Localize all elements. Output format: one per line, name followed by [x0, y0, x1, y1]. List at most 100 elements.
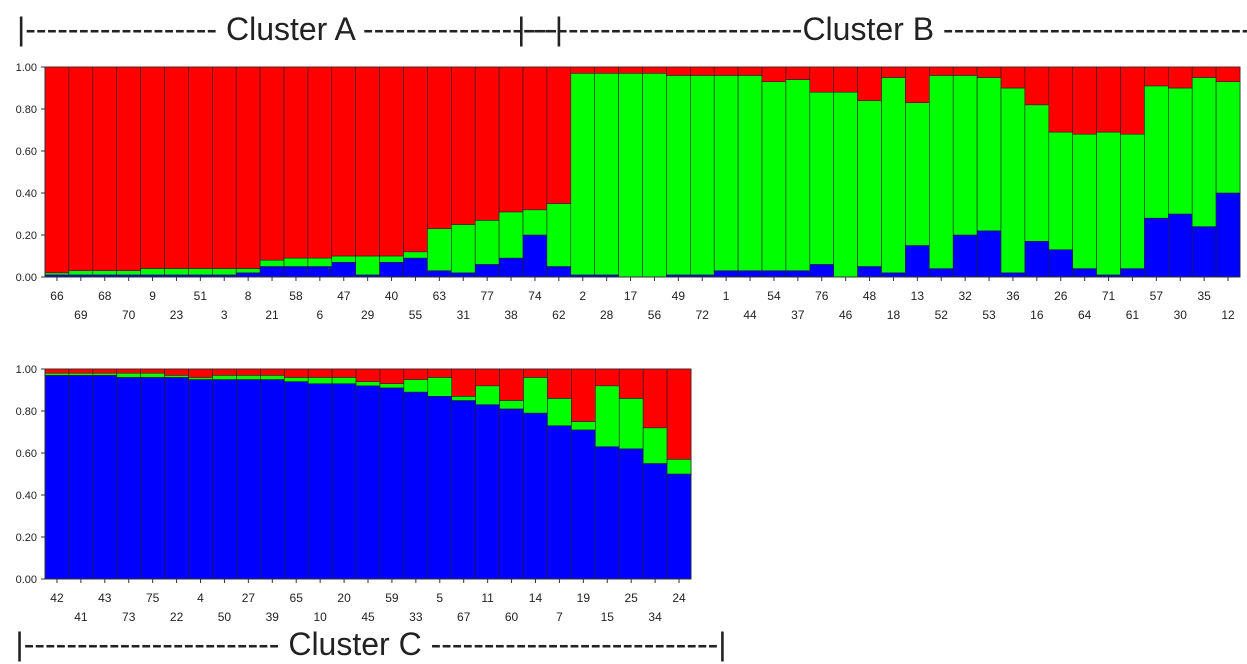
bar-bottom-24-k1 [666, 473, 692, 580]
x-tick-label: 41 [74, 610, 88, 624]
x-tick-label: 33 [409, 610, 423, 624]
bar-bottom-42-k1 [44, 374, 70, 580]
bar-top-2-k3 [570, 66, 595, 74]
bar-top-63-k1 [427, 270, 452, 278]
bar-top-44-k2 [737, 75, 763, 272]
bar-bottom-7-k2 [547, 398, 572, 426]
x-tick-label: 29 [361, 308, 375, 322]
x-tick-label: 17 [624, 289, 638, 303]
bar-bottom-11-k2 [475, 385, 500, 405]
x-tick-label: 20 [337, 591, 351, 605]
bar-top-53-k3 [976, 66, 1002, 78]
bar-top-38-k1 [498, 257, 524, 278]
bar-top-64-k3 [1072, 66, 1097, 135]
bar-bottom-60-k3 [499, 368, 524, 401]
bar-top-71-k2 [1096, 131, 1121, 276]
bar-top-51-k2 [188, 268, 213, 276]
x-tick-label: 35 [1197, 289, 1211, 303]
bar-top-13-k3 [905, 66, 930, 104]
bar-bottom-75-k2 [140, 372, 165, 378]
bar-top-68-k2 [92, 270, 118, 276]
bar-top-74-k1 [522, 234, 548, 278]
bar-bottom-27-k2 [236, 374, 261, 380]
bar-top-47-k3 [331, 66, 356, 257]
bar-bottom-10-k1 [307, 383, 333, 580]
cluster-a-label: |------------------ Cluster A ----------… [17, 11, 563, 47]
x-tick-label: 57 [1150, 289, 1164, 303]
bar-bottom-5-k1 [427, 395, 453, 580]
bar-top-76-k2 [809, 91, 834, 265]
bar-top-44-k3 [737, 66, 763, 76]
x-tick-label: 76 [815, 289, 829, 303]
bar-top-47-k2 [331, 255, 356, 263]
bar-bottom-33-k3 [403, 368, 429, 380]
bar-top-63-k2 [427, 228, 452, 271]
bar-top-66-k3 [44, 66, 70, 274]
bar-bottom-15-k2 [594, 385, 620, 447]
bar-top-18-k2 [881, 77, 906, 274]
x-tick-label: 72 [696, 308, 710, 322]
x-tick-label: 12 [1221, 308, 1235, 322]
bar-top-28-k2 [594, 73, 619, 276]
bar-top-23-k3 [164, 66, 189, 269]
x-tick-label: 6 [317, 308, 324, 322]
x-tick-label: 19 [577, 591, 591, 605]
y-tick-label: 0.80 [16, 104, 37, 116]
y-tick-label: 0.80 [16, 406, 37, 418]
bar-top-36-k1 [1000, 272, 1026, 278]
bar-top-46-k2 [833, 91, 858, 278]
bar-bottom-50-k1 [212, 379, 237, 580]
bar-top-57-k1 [1144, 217, 1169, 278]
bar-top-61-k3 [1120, 66, 1145, 135]
x-tick-label: 16 [1030, 308, 1044, 322]
x-tick-label: 48 [863, 289, 877, 303]
bar-bottom-34-k3 [642, 368, 668, 429]
bar-top-44-k1 [737, 270, 763, 278]
x-tick-label: 13 [911, 289, 925, 303]
bar-top-54-k2 [761, 81, 787, 271]
bar-top-32-k1 [952, 234, 978, 278]
y-tick-label: 0.00 [16, 272, 37, 284]
x-tick-label: 10 [313, 610, 327, 624]
bar-bottom-43-k3 [92, 368, 118, 374]
bar-bottom-25-k1 [618, 448, 644, 580]
bar-top-71-k3 [1096, 66, 1121, 133]
y-tick-label: 0.20 [16, 230, 37, 242]
x-tick-label: 68 [98, 289, 112, 303]
bar-bottom-67-k2 [451, 395, 476, 401]
y-tick-label: 1.00 [16, 364, 37, 376]
bar-top-57-k3 [1144, 66, 1169, 87]
x-tick-label: 44 [743, 308, 757, 322]
bar-top-16-k1 [1024, 241, 1050, 278]
bar-top-55-k1 [403, 257, 428, 278]
x-tick-label: 60 [505, 610, 519, 624]
bar-bottom-34-k1 [642, 463, 668, 580]
bar-top-31-k3 [450, 66, 476, 225]
bar-top-29-k2 [355, 255, 380, 276]
bar-bottom-25-k3 [618, 368, 644, 399]
bar-top-77-k1 [474, 264, 500, 278]
bar-bottom-73-k3 [116, 368, 142, 374]
bar-top-30-k2 [1168, 87, 1193, 215]
x-tick-label: 28 [600, 308, 614, 322]
bar-top-40-k3 [379, 66, 404, 257]
bar-top-32-k2 [952, 75, 978, 236]
bar-top-21-k3 [259, 66, 285, 261]
x-tick-label: 3 [221, 308, 228, 322]
x-tick-label: 56 [648, 308, 662, 322]
x-tick-label: 9 [149, 289, 156, 303]
x-tick-label: 52 [935, 308, 949, 322]
x-tick-label: 30 [1174, 308, 1188, 322]
bar-top-47-k1 [331, 261, 356, 278]
y-tick-label: 0.60 [16, 448, 37, 460]
bar-bottom-14-k1 [523, 412, 548, 580]
bar-top-77-k2 [474, 220, 500, 265]
bar-top-58-k1 [283, 266, 309, 278]
bar-bottom-22-k1 [164, 377, 189, 580]
bar-top-8-k1 [235, 272, 261, 278]
bar-top-54-k3 [761, 66, 787, 82]
bar-top-31-k1 [450, 272, 476, 278]
x-tick-label: 54 [767, 289, 781, 303]
bar-top-1-k3 [713, 66, 739, 76]
